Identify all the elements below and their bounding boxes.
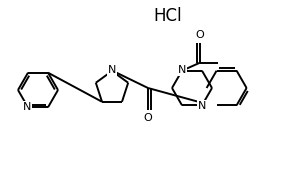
Text: N: N [108,65,116,75]
Text: N: N [198,101,206,111]
Text: N: N [178,65,186,75]
Text: HCl: HCl [153,7,182,25]
Text: N: N [23,102,31,112]
Text: O: O [144,113,152,123]
Text: O: O [196,30,204,40]
